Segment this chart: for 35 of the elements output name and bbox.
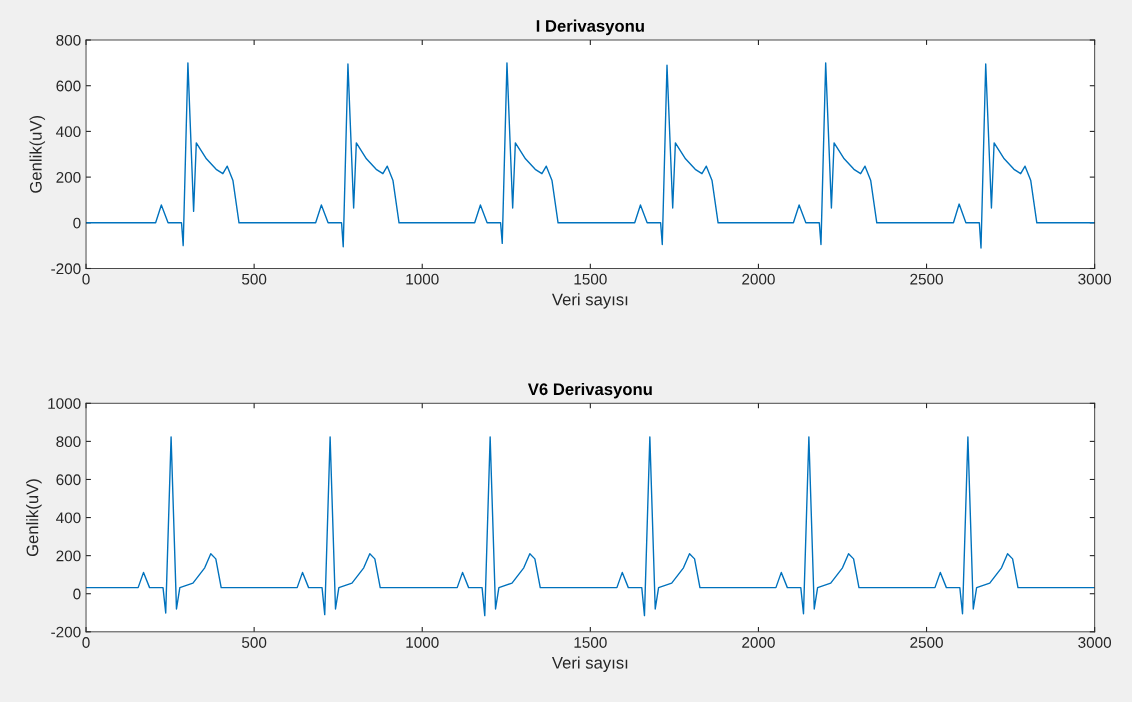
x-tick-label: 1000: [406, 273, 439, 285]
x-tick-label: 500: [242, 637, 267, 648]
y-tick-label: 800: [56, 34, 81, 46]
x-tick-label: 2500: [910, 637, 943, 648]
y-tick-label: 600: [56, 80, 81, 92]
x-tick-label: 1500: [574, 637, 607, 648]
x-tick-label: 3000: [1078, 637, 1112, 648]
line-series: [86, 62, 1095, 249]
y-tick-label: 200: [56, 171, 81, 183]
x-tick-label: 2000: [742, 637, 775, 648]
x-tick-label: 1500: [574, 273, 607, 285]
y-tick-label: 400: [56, 126, 81, 138]
y-tick-label: -200: [51, 626, 81, 638]
x-tick-label: 500: [242, 273, 267, 285]
x-axis-title: Veri sayısı: [551, 293, 628, 309]
y-tick-label: 600: [56, 474, 81, 486]
y-tick-label: 800: [56, 436, 81, 448]
y-tick-label: 200: [56, 550, 81, 562]
line-series: [86, 436, 1095, 617]
y-axis-title: Genlik(uV): [26, 479, 42, 557]
y-tick-label: 0: [73, 588, 81, 600]
y-tick-label: 1000: [48, 398, 81, 409]
x-tick-label: 2000: [742, 273, 775, 285]
y-tick-label: 0: [73, 217, 81, 229]
x-tick-label: 0: [82, 273, 90, 285]
y-axis-title: Genlik(uV): [29, 115, 46, 193]
chart-title: I Derivasyonu: [536, 19, 644, 36]
x-axis-title: Veri sayısı: [551, 656, 628, 672]
y-tick-label: 400: [56, 512, 81, 524]
x-tick-label: 0: [82, 637, 90, 648]
y-tick-label: -200: [51, 263, 81, 275]
x-tick-label: 3000: [1078, 273, 1112, 285]
x-tick-label: 1000: [406, 637, 439, 648]
chart-title: V6 Derivasyonu: [527, 382, 652, 399]
x-tick-label: 2500: [910, 273, 943, 285]
